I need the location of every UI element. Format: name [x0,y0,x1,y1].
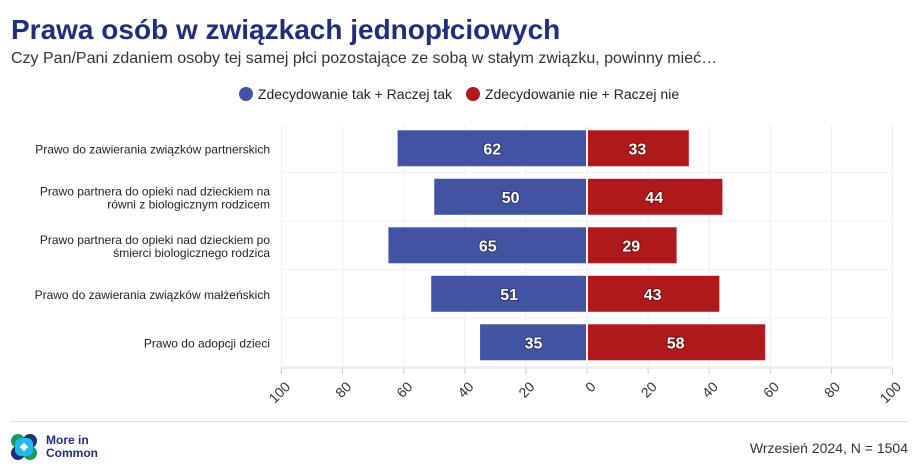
more-in-common-logo: More in Common [10,433,98,461]
chart-subtitle: Czy Pan/Pani zdaniem osoby tej samej płc… [11,50,718,67]
logo-text-2: Common [46,446,98,460]
logo-text-1: More in [46,433,89,447]
chart-title: Prawa osób w związkach jednopłciowych [11,14,561,45]
footer-divider [10,421,908,422]
chart-plot: 100 80 60 40 20 0 20 40 60 80 100 Prawo do zawieran… [35,125,904,406]
bar-yes [480,324,586,361]
bar-no [588,178,723,215]
legend-swatch-yes [238,87,253,101]
data-label-yes: 51 [500,287,518,304]
data-label-no: 43 [644,287,662,304]
logo-icon [11,434,37,460]
data-label-yes: 62 [483,141,501,158]
bar-no [588,324,766,361]
bar-no [588,227,677,264]
bar-no [588,275,720,312]
legend-item-yes: Zdecydowanie tak + Raczej tak [238,86,453,102]
legend: Zdecydowanie tak + Raczej tak Zdecydowan… [0,86,918,104]
data-label-no: 44 [645,190,663,207]
data-label-yes: 50 [502,190,520,207]
legend-label-yes: Zdecydowanie tak + Raczej tak [257,86,453,102]
x-tick-label: 80 [821,378,843,400]
x-tick-label: 100 [265,378,293,406]
legend-item-no: Zdecydowanie nie + Raczej nie [465,86,680,102]
bar-yes [434,178,586,215]
x-tick-label: 20 [515,378,537,400]
category-label: Prawo partnera do opieki nad dzieckiem n… [40,184,270,211]
data-label-no: 58 [667,335,685,352]
bar-yes [388,227,586,264]
x-tick-label: 0 [582,378,599,395]
bar-yes [431,275,586,312]
data-label-no: 33 [629,141,647,158]
bar-yes [397,130,586,167]
legend-label-no: Zdecydowanie nie + Raczej nie [484,86,680,102]
data-label-yes: 65 [479,238,497,255]
x-tick-label: 40 [699,378,721,400]
x-tick-label: 60 [760,378,782,400]
bar-no [588,130,689,167]
category-label: Prawo do zawierania związków małżeńskich [35,288,270,302]
x-tick-label: 60 [393,378,415,400]
x-tick-label: 20 [638,378,660,400]
x-tick-label: 80 [332,378,354,400]
x-tick-label: 40 [454,378,476,400]
survey-note: Wrzesień 2024, N = 1504 [749,440,908,456]
legend-swatch-no [465,87,480,101]
category-label: Prawo partnera do opieki nad dzieckiem p… [40,233,270,260]
category-label: Prawo do zawierania związków partnerskic… [35,142,270,156]
x-tick-label: 100 [876,378,904,406]
category-label: Prawo do adopcji dzieci [144,336,270,350]
data-label-no: 29 [622,238,640,255]
data-label-yes: 35 [525,335,543,352]
